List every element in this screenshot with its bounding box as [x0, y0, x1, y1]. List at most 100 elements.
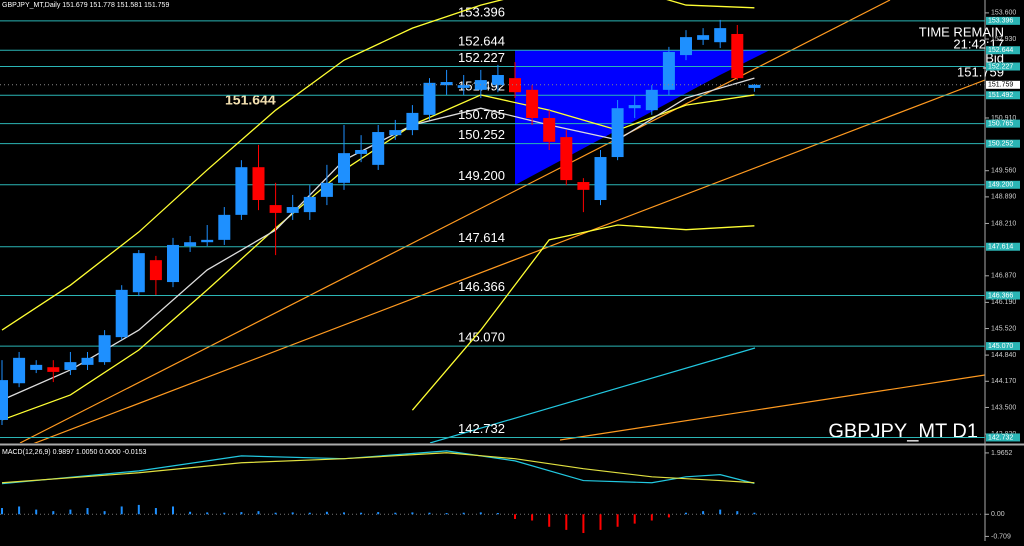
histogram-bar [531, 514, 534, 521]
level-box-label: 150.765 [988, 120, 1013, 127]
level-box [986, 119, 1020, 128]
y-tick-label: 149.560 [991, 168, 1016, 175]
candle-body [201, 239, 214, 243]
histogram-bar [462, 512, 465, 515]
candle-body [611, 108, 624, 158]
y-tick-label: 152.930 [991, 36, 1016, 43]
candle-body [235, 167, 248, 215]
level-label: 142.732 [458, 421, 505, 436]
candle-body [320, 182, 333, 197]
level-box-label: 150.252 [988, 141, 1013, 148]
marker-label: 151.644 [225, 92, 276, 108]
candle-body [47, 367, 60, 372]
level-box-label: 152.644 [988, 47, 1013, 54]
candle-body [526, 89, 539, 118]
level-label: 145.070 [458, 330, 505, 345]
histogram-bar [411, 512, 414, 515]
candle-body [748, 84, 761, 88]
y-tick-label: 146.870 [991, 273, 1016, 280]
level-box-label: 153.396 [988, 18, 1013, 25]
candle-body [372, 132, 385, 165]
level-box [986, 342, 1020, 351]
candle-body [132, 253, 145, 293]
y-tick-label: 148.890 [991, 194, 1016, 201]
candle-body [13, 357, 26, 384]
y-tick-label: 150.910 [991, 115, 1016, 122]
candle-body [389, 130, 402, 136]
histogram-bar [154, 508, 157, 515]
indicator-line [1, 452, 755, 484]
y-tick-label: 0.00 [991, 511, 1005, 518]
level-box-label: 146.366 [988, 292, 1013, 299]
candle-body [731, 33, 744, 79]
histogram-bar [394, 512, 397, 515]
drawings [19, 0, 985, 443]
level-label: 150.765 [458, 107, 505, 122]
level-box-label: 147.614 [988, 244, 1013, 251]
candle-body [680, 37, 692, 56]
symbol-label: GBPJPY_MT D1 [828, 420, 978, 442]
level-box [986, 180, 1020, 189]
histogram-bar [257, 511, 260, 515]
candle-body [355, 150, 368, 154]
candle-body [30, 364, 43, 370]
level-label: 152.227 [458, 50, 505, 65]
level-box-label: 142.732 [988, 434, 1013, 441]
histogram-bar [719, 509, 722, 515]
level-box [986, 16, 1020, 25]
histogram-bar [103, 511, 106, 515]
level-label: 152.644 [458, 34, 505, 49]
y-tick-label: -0.709 [991, 533, 1011, 540]
histogram-bar [514, 514, 516, 519]
y-tick-label: 148.210 [991, 220, 1016, 227]
bid-box-label: 151.759 [988, 82, 1013, 89]
histogram-bar [685, 512, 687, 515]
y-tick-label: 144.170 [991, 378, 1016, 385]
histogram-bar [69, 509, 72, 515]
histogram-bar [274, 512, 277, 515]
histogram-bar [753, 512, 756, 515]
zone [515, 50, 770, 185]
indicator-line [1, 0, 755, 331]
candle-body [0, 380, 8, 420]
histogram-bar [377, 512, 380, 515]
histogram-bar [35, 509, 38, 515]
level-box [986, 62, 1020, 71]
histogram-bar [496, 513, 499, 515]
histogram-bar [1, 508, 3, 515]
histogram-bar [360, 512, 363, 515]
candle-body [697, 35, 710, 40]
y-tick-label: 145.520 [991, 325, 1016, 332]
level-box [986, 291, 1020, 300]
indicator-line [411, 224, 755, 411]
candle-body [98, 335, 111, 363]
histogram-bar [736, 511, 739, 515]
candle-body [714, 28, 727, 43]
histogram-bar [18, 506, 21, 515]
level-label: 147.614 [458, 230, 505, 245]
candle-body [662, 51, 675, 90]
candle-body [423, 82, 436, 115]
candle-body [338, 153, 350, 183]
histogram-bar [599, 514, 602, 530]
histogram-bar [445, 513, 448, 515]
candle-body [577, 182, 590, 190]
time-remain-label: TIME REMAIN [919, 24, 1004, 39]
y-tick-label: 1.9652 [991, 450, 1013, 457]
candle-body [303, 196, 316, 213]
candle-body [252, 167, 265, 201]
histogram-bar [548, 514, 551, 527]
level-label: 150.252 [458, 127, 505, 142]
histogram-bar [291, 512, 294, 515]
candle-body [491, 75, 504, 86]
histogram-bar [308, 512, 311, 515]
histogram-bar [120, 506, 123, 515]
level-box-label: 149.200 [988, 182, 1013, 189]
histogram-bar [52, 511, 55, 515]
candle-body [440, 82, 453, 86]
level-label: 146.366 [458, 279, 505, 294]
histogram-bar [428, 512, 431, 515]
histogram-bar [633, 514, 636, 524]
trendline [559, 374, 985, 441]
